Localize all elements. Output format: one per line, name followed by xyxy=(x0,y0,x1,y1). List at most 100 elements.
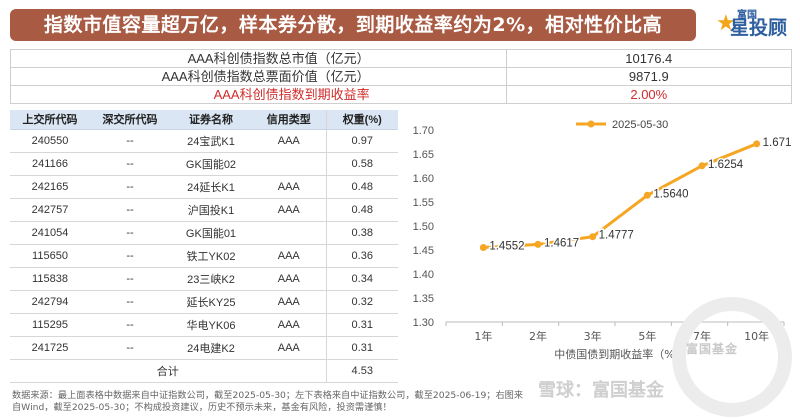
summary-label: AAA科创债指数总票面价值（亿元） xyxy=(10,67,507,86)
cell-weight: 0.48 xyxy=(325,175,398,199)
cell-weight: 0.32 xyxy=(325,290,398,314)
summary-label: AAA科创债指数总市值（亿元） xyxy=(10,49,507,68)
data-point xyxy=(479,244,487,252)
cell-weight: 0.34 xyxy=(325,267,398,291)
total-label: 合计 xyxy=(10,359,326,383)
cell-sse-code: 242794 xyxy=(10,290,90,314)
col-header-szse-code: 深交所代码 xyxy=(90,110,170,130)
y-tick-label: 1.55 xyxy=(413,197,434,209)
x-tick-label: 2年 xyxy=(529,329,547,343)
legend-label: 2025-05-30 xyxy=(612,119,668,131)
data-label: 1.4617 xyxy=(544,237,579,249)
cell-weight: 0.58 xyxy=(325,152,398,176)
data-label: 1.4777 xyxy=(599,230,634,242)
cell-szse-code: -- xyxy=(90,244,170,268)
cell-sse-code: 242757 xyxy=(10,198,90,222)
table-row: 241054 -- GK国能01 0.38 xyxy=(10,221,398,245)
cell-name: 铁工YK02 xyxy=(170,244,252,268)
cell-credit: AAA xyxy=(252,129,326,153)
cell-credit: AAA xyxy=(252,244,326,268)
cell-sse-code: 241725 xyxy=(10,336,90,360)
data-point xyxy=(698,162,706,170)
cell-weight: 0.38 xyxy=(325,221,398,245)
table-row: 115650 -- 铁工YK02 AAA 0.36 xyxy=(10,244,398,268)
table-row: 115838 -- 23三峡K2 AAA 0.34 xyxy=(10,267,398,291)
holdings-body: 240550 -- 24宝武K1 AAA 0.97 241166 -- GK国能02 0.58 2… xyxy=(10,129,398,383)
watermark-caption: 雪球：富国基金 xyxy=(538,380,664,401)
cell-name: 24延长K1 xyxy=(170,175,252,199)
col-header-credit: 信用类型 xyxy=(252,110,326,130)
cell-sse-code: 240550 xyxy=(10,129,90,153)
holdings-table: 上交所代码 深交所代码 证券名称 信用类型 权重(%) 240550 -- 24宝武… xyxy=(10,110,398,383)
y-tick-label: 1.30 xyxy=(413,317,434,329)
cell-szse-code: -- xyxy=(90,129,170,153)
summary-value: 10176.4 xyxy=(505,49,793,68)
cell-weight: 0.31 xyxy=(325,336,398,360)
data-point xyxy=(589,233,597,241)
cell-weight: 0.31 xyxy=(325,313,398,337)
cell-weight: 0.48 xyxy=(325,198,398,222)
logo-big-text: 星投顾 xyxy=(730,17,788,39)
table-row: 241725 -- 24电建K2 AAA 0.31 xyxy=(10,336,398,360)
col-header-sse-code: 上交所代码 xyxy=(10,110,90,130)
legend-marker xyxy=(587,120,595,128)
data-label: 1.4552 xyxy=(489,241,524,253)
summary-row-yield: AAA科创债指数到期收益率 2.00% xyxy=(10,85,793,104)
summary-row: AAA科创债指数总票面价值（亿元） 9871.9 xyxy=(10,67,793,86)
cell-sse-code: 115838 xyxy=(10,267,90,291)
cell-sse-code: 115650 xyxy=(10,244,90,268)
y-tick-label: 1.45 xyxy=(413,245,434,257)
summary-value: 9871.9 xyxy=(505,67,793,86)
cell-credit: AAA xyxy=(252,290,326,314)
cell-credit: AAA xyxy=(252,198,326,222)
x-tick-label: 1年 xyxy=(474,329,492,343)
cell-szse-code: -- xyxy=(90,267,170,291)
cell-sse-code: 241054 xyxy=(10,221,90,245)
cell-credit: AAA xyxy=(252,336,326,360)
star-icon: ★ xyxy=(716,10,736,35)
total-row: 合计 4.53 xyxy=(10,359,398,383)
data-point xyxy=(534,240,542,248)
table-row: 242794 -- 延长KY25 AAA 0.32 xyxy=(10,290,398,314)
col-header-weight: 权重(%) xyxy=(325,110,398,130)
cell-name: GK国能02 xyxy=(170,152,252,176)
data-label: 1.6254 xyxy=(708,159,744,171)
cell-name: 24宝武K1 xyxy=(170,129,252,153)
series-line xyxy=(483,142,758,250)
index-summary-table: AAA科创债指数总市值（亿元） 10176.4 AAA科创债指数总票面价值（亿元… xyxy=(10,49,793,104)
table-row: 242165 -- 24延长K1 AAA 0.48 xyxy=(10,175,398,199)
yield-curve-chart: 1.70 1.65 1.60 1.55 1.50 1.45 1.40 1.35 1.30 1年 2年… xyxy=(404,110,800,370)
y-tick-label: 1.65 xyxy=(413,149,434,161)
summary-label: AAA科创债指数到期收益率 xyxy=(10,85,507,104)
data-label: 1.5640 xyxy=(653,188,688,200)
cell-weight: 0.97 xyxy=(325,129,398,153)
data-point xyxy=(753,140,761,148)
cell-szse-code: -- xyxy=(90,290,170,314)
cell-credit: AAA xyxy=(252,267,326,291)
x-axis-title: 中债国债到期收益率（%） xyxy=(554,347,685,361)
logo-small-text: 富国 xyxy=(737,10,757,21)
cell-sse-code: 241166 xyxy=(10,152,90,176)
table-row: 115295 -- 华电YK06 AAA 0.31 xyxy=(10,313,398,337)
x-tick-label: 3年 xyxy=(584,329,602,343)
y-tick-label: 1.40 xyxy=(413,269,434,281)
summary-value: 2.00% xyxy=(505,85,793,104)
cell-credit: AAA xyxy=(252,175,326,199)
cell-name: 华电YK06 xyxy=(170,313,252,337)
table-row: 242757 -- 沪国投K1 AAA 0.48 xyxy=(10,198,398,222)
yield-curve-svg: 1.70 1.65 1.60 1.55 1.50 1.45 1.40 1.35 1.30 1年 2年… xyxy=(413,119,800,361)
cell-credit xyxy=(252,221,326,245)
cell-sse-code: 242165 xyxy=(10,175,90,199)
total-value: 4.53 xyxy=(325,359,398,383)
cell-szse-code: -- xyxy=(90,221,170,245)
footnote: 数据来源：最上面表格中数据来自中证指数公司，截至2025-05-30；左下表格来… xyxy=(12,390,524,413)
cell-name: 23三峡K2 xyxy=(170,267,252,291)
y-tick-label: 1.60 xyxy=(413,173,434,185)
cell-szse-code: -- xyxy=(90,198,170,222)
data-point xyxy=(643,191,651,199)
x-tick-label: 5年 xyxy=(638,329,656,343)
cell-name: 24电建K2 xyxy=(170,336,252,360)
y-tick-label: 1.70 xyxy=(413,125,434,137)
watermark-ring xyxy=(672,297,792,417)
